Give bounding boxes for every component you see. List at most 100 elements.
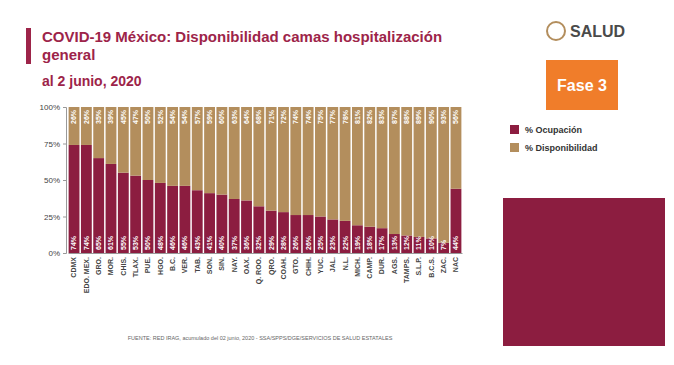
bar <box>377 228 388 253</box>
bar <box>303 107 314 215</box>
data-label: 72% <box>280 109 287 124</box>
bar <box>69 145 80 253</box>
bar <box>130 107 141 176</box>
tick-label: GTO. <box>292 257 299 274</box>
tick-label: 50% <box>44 176 60 185</box>
tick: MICH. <box>354 257 361 277</box>
bar <box>192 190 203 253</box>
bar <box>106 164 117 253</box>
data-label: 89% <box>415 109 422 124</box>
tick-mark <box>63 144 66 145</box>
tick: GRO. <box>95 257 102 275</box>
bar <box>179 186 190 253</box>
data-label: 74% <box>70 235 77 250</box>
tick: COAH. <box>280 257 287 280</box>
data-label: 68% <box>255 109 262 124</box>
data-label: 74% <box>83 235 90 250</box>
tick: EDO. MEX. <box>83 257 90 293</box>
tick: GTO. <box>292 257 299 274</box>
bar <box>204 193 215 253</box>
data-label: 50% <box>144 235 151 250</box>
tick-label: MOR. <box>107 257 114 275</box>
legend: % Ocupación% Disponibilidad <box>510 125 598 153</box>
data-label: 71% <box>268 109 275 124</box>
data-label: 74% <box>305 109 312 124</box>
data-label: 90% <box>428 109 435 124</box>
bar <box>290 107 301 215</box>
tick-label: CAMP. <box>366 257 373 279</box>
data-label: 53% <box>132 235 139 250</box>
logo-emblem <box>547 22 565 40</box>
bar <box>167 186 178 253</box>
tick-label: TAMPS. <box>403 257 410 283</box>
bar <box>241 107 252 200</box>
tick: TAB. <box>194 257 201 273</box>
data-label: 65% <box>95 235 102 250</box>
tick-label: AGS. <box>391 257 398 274</box>
bar <box>69 107 80 145</box>
bar <box>118 107 129 173</box>
bar <box>426 107 437 238</box>
bar <box>414 107 425 237</box>
tick: SON. <box>206 257 213 274</box>
data-label: 52% <box>157 109 164 124</box>
tick: N.L. <box>342 257 349 270</box>
tick: 25% <box>44 213 66 222</box>
data-label: 32% <box>255 235 262 250</box>
data-label: 46% <box>181 235 188 250</box>
tick-label: S.L.P. <box>415 257 422 276</box>
tick-label: QRO. <box>268 257 276 275</box>
bar <box>451 189 462 253</box>
tick: AGS. <box>391 257 398 274</box>
bar <box>266 107 277 211</box>
tick-label: NAY. <box>231 257 238 272</box>
data-label: 41% <box>206 235 213 250</box>
tick-label: PUE. <box>144 257 151 273</box>
tick-label: SON. <box>206 257 213 274</box>
bar <box>216 195 227 253</box>
tick: OAX. <box>243 257 250 274</box>
tick: Q. ROO. <box>255 257 263 284</box>
bar <box>167 107 178 186</box>
axis-line <box>63 108 67 254</box>
tick-label: JAL. <box>329 257 336 272</box>
tick-label: NAC <box>452 257 459 272</box>
data-label: 44% <box>452 235 459 250</box>
tick: QRO. <box>268 257 276 275</box>
axis-line <box>69 253 463 254</box>
data-label: 37% <box>231 235 238 250</box>
tick-mark <box>63 107 66 108</box>
bar <box>364 227 375 253</box>
data-label: 40% <box>218 235 225 250</box>
tick-label: ZAC. <box>440 257 447 273</box>
tick-label: COAH. <box>280 257 287 280</box>
bar <box>352 107 363 225</box>
bar <box>438 107 449 243</box>
bar <box>143 107 154 180</box>
data-label: 45% <box>120 109 127 124</box>
accent-bar <box>26 28 31 64</box>
bar <box>266 211 277 253</box>
tick-label: B.C.S. <box>428 257 435 278</box>
tick: CAMP. <box>366 257 373 279</box>
tick: NAC <box>452 257 459 272</box>
bar <box>389 107 400 234</box>
data-label: 23% <box>329 235 336 250</box>
bar <box>451 107 462 189</box>
data-label: 35% <box>95 109 102 124</box>
tick: SIN. <box>218 257 225 271</box>
bar <box>340 107 351 221</box>
tick: B.C.S. <box>428 257 435 278</box>
tick-label: OAX. <box>243 257 250 274</box>
tick: PUE. <box>144 257 151 273</box>
bar <box>155 107 166 183</box>
tick: 0% <box>48 249 66 258</box>
tick: JAL. <box>329 257 336 272</box>
tick: YUC. <box>317 257 324 274</box>
data-label: 74% <box>292 109 299 124</box>
tick: DUR. <box>378 257 385 274</box>
data-label: 60% <box>218 109 225 124</box>
data-label: 77% <box>329 109 336 124</box>
tick-label: CHIH. <box>305 257 312 276</box>
bar <box>253 107 264 206</box>
